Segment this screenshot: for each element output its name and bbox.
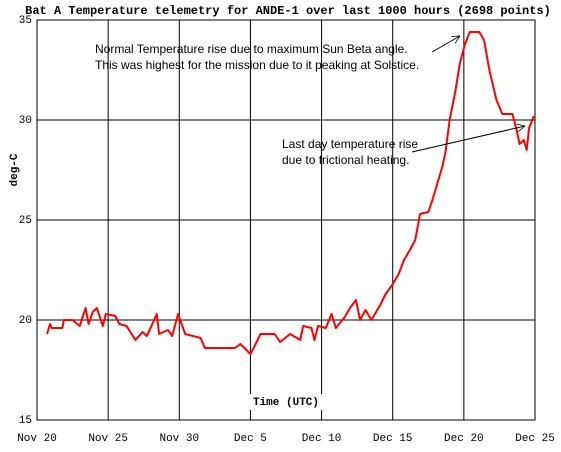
annotation: Normal Temperature rise due to maximum S… <box>95 42 408 56</box>
data-line <box>46 31 535 355</box>
annotation-arrow <box>431 36 460 53</box>
x-axis-label: Time (UTC) <box>253 397 319 409</box>
y-tick-label: 20 <box>19 315 32 327</box>
x-tick-label: Dec 15 <box>373 433 413 445</box>
annotation: Last day temperature rise <box>282 137 418 151</box>
x-tick-label: Nov 25 <box>88 433 128 445</box>
y-tick-label: 25 <box>19 215 32 227</box>
x-tick-label: Dec 5 <box>234 433 267 445</box>
y-tick-label: 30 <box>19 115 32 127</box>
x-tick-label: Nov 20 <box>17 433 57 445</box>
chart-title: Bat A Temperature telemetry for ANDE-1 o… <box>25 4 551 18</box>
y-tick-label: 15 <box>19 415 32 427</box>
annotation: due to frictional heating. <box>282 153 409 167</box>
y-axis-label: deg-C <box>9 153 21 186</box>
x-tick-label: Nov 30 <box>159 433 199 445</box>
annotation: This was highest for the mission due to … <box>95 58 419 72</box>
x-tick-label: Dec 20 <box>444 433 484 445</box>
x-tick-label: Dec 10 <box>302 433 342 445</box>
y-tick-label: 35 <box>19 15 32 27</box>
annotation-arrow <box>411 126 525 153</box>
x-tick-label: Dec 25 <box>515 433 555 445</box>
x-label-bg <box>248 394 324 410</box>
plot-area: 15 20 25 30 35 Nov 20 Nov 25 Nov 30 Dec 5 Dec 10 D… <box>17 15 555 445</box>
